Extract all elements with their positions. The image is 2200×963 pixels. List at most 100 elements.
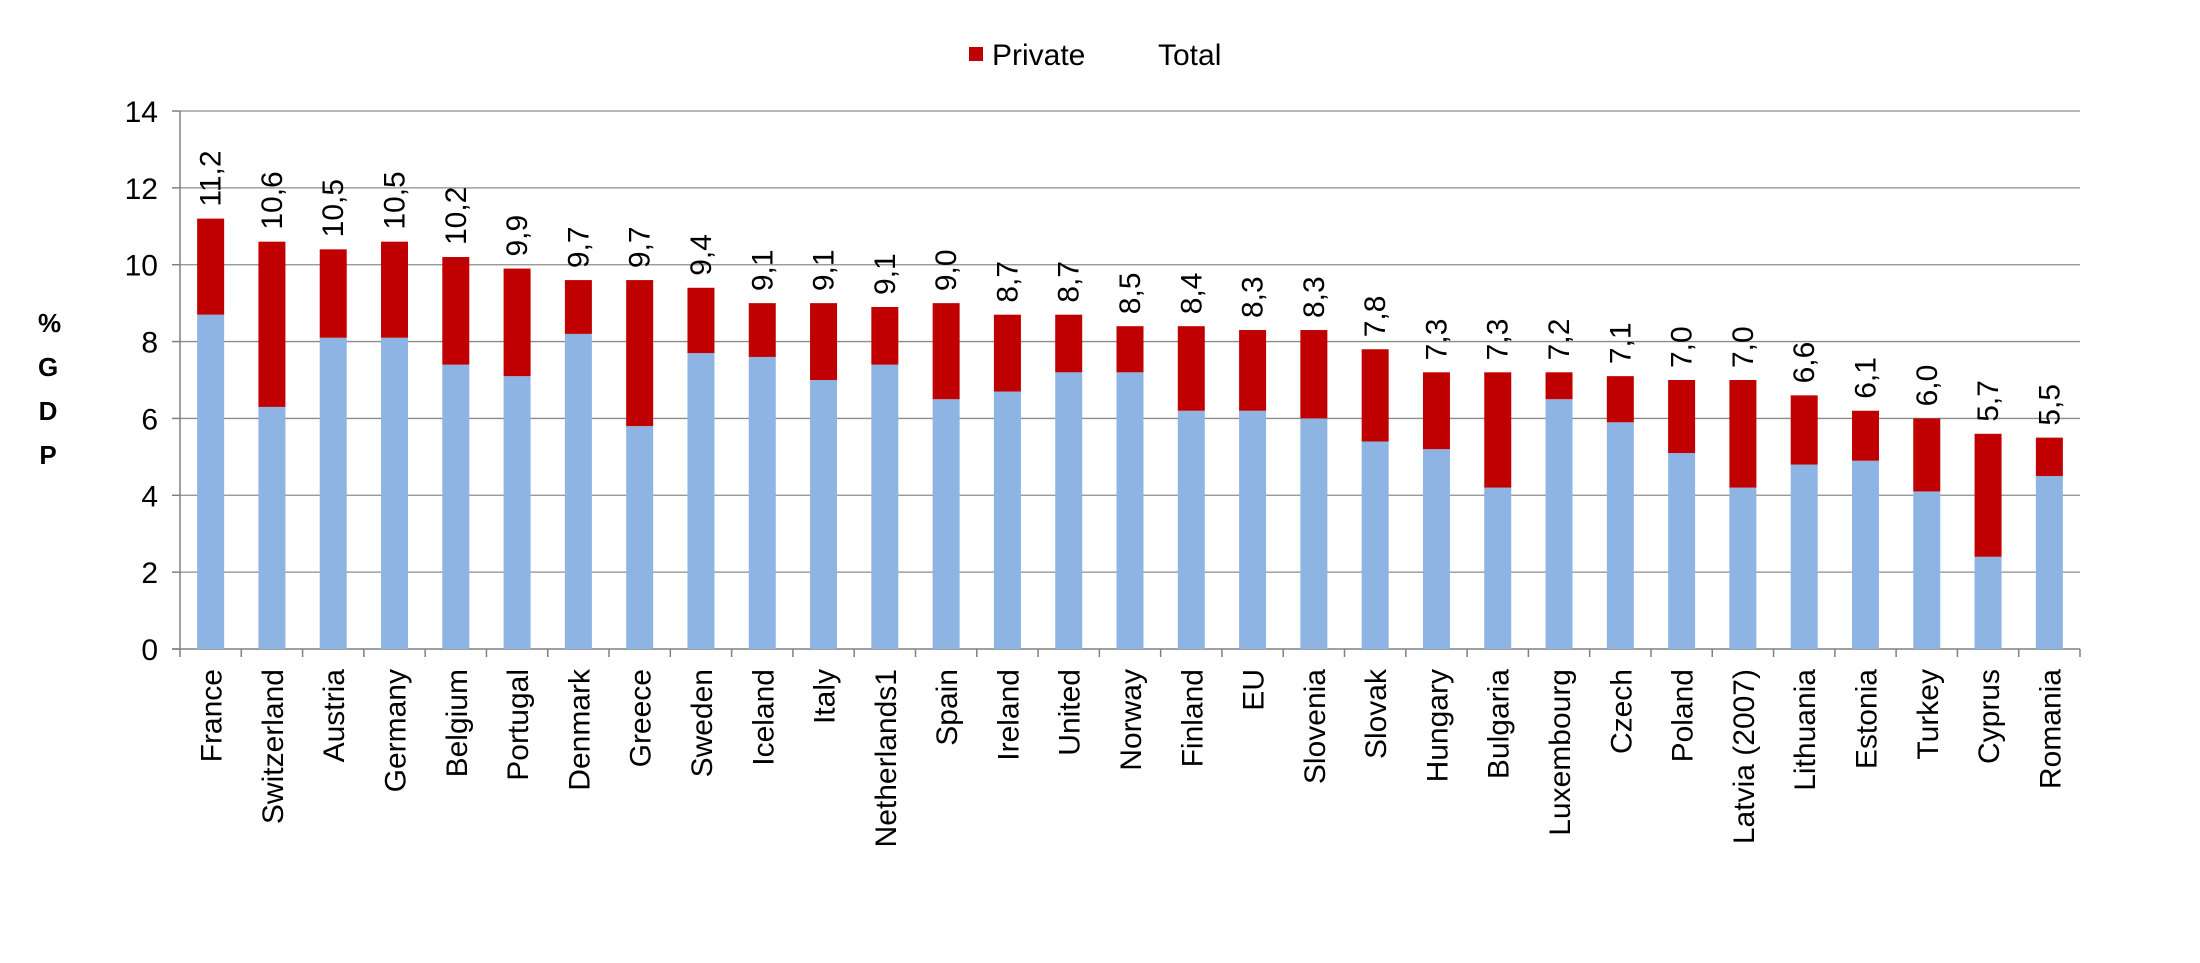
bar-segment-private [381, 241, 409, 338]
data-label-total: 6,0 [1911, 365, 1944, 407]
x-category-label: Austria [318, 669, 351, 763]
bar-segment-private [1668, 380, 1696, 454]
bar-segment-private [626, 280, 654, 427]
legend: Private Total [969, 39, 1221, 72]
bar-segment-public [1606, 422, 1634, 649]
bar-segment-private [1545, 372, 1573, 400]
data-label-total: 9,7 [562, 226, 595, 268]
bar-segment-private [1300, 330, 1328, 419]
legend-label-private: Private [992, 39, 1085, 72]
bar-segment-private [1055, 314, 1083, 373]
legend-label-total: Total [1158, 39, 1221, 72]
x-category-label: Norway [1115, 669, 1148, 771]
bar-segment-private [319, 249, 347, 338]
bar-segment-public [1974, 556, 2002, 649]
data-label-total: 11,2 [195, 150, 228, 206]
bar-segment-public [564, 333, 592, 649]
data-label-total: 10,5 [379, 171, 412, 229]
x-category-label: Switzerland [257, 669, 290, 824]
x-category-label: Greece [625, 669, 658, 767]
bar-segment-private [1177, 326, 1205, 411]
bar-segment-private [442, 257, 470, 365]
bar-segment-public [1545, 399, 1573, 649]
bar-segment-private [871, 306, 899, 365]
bar-segment-public [1851, 460, 1879, 649]
x-category-label: EU [1238, 669, 1271, 711]
data-label-total: 10,6 [256, 171, 289, 229]
x-category-label: Czech [1605, 669, 1638, 754]
bar-segment-private [810, 303, 838, 380]
x-category-label: France [196, 669, 229, 762]
bar-segment-private [1484, 372, 1512, 488]
bar-segment-public [871, 364, 899, 649]
data-label-total: 7,3 [1482, 319, 1515, 361]
data-label-total: 5,7 [1972, 380, 2005, 422]
data-label-total: 6,6 [1788, 342, 1821, 384]
bar-segment-public [993, 391, 1021, 649]
bar-segment-private [932, 303, 960, 400]
x-category-label: Sweden [686, 669, 719, 777]
bar-segment-public [1177, 410, 1205, 649]
bar-segment-private [197, 218, 225, 315]
x-category-label: Lithuania [1789, 669, 1822, 791]
x-category-label: Slovenia [1299, 669, 1332, 784]
bar-segment-public [258, 406, 286, 649]
x-category-label: Netherlands1 [870, 669, 903, 847]
bar-segment-private [564, 280, 592, 334]
bar-segment-public [1300, 418, 1328, 649]
y-tick-label: 4 [141, 480, 158, 513]
bar-segment-public [381, 337, 409, 649]
x-category-label: Cyprus [1973, 669, 2006, 764]
bar-segment-public [2035, 476, 2063, 649]
y-tick-label: 0 [141, 634, 158, 667]
data-label-total: 6,1 [1849, 357, 1882, 399]
y-tick-label: 2 [141, 557, 158, 590]
x-category-label: Turkey [1912, 669, 1945, 760]
data-label-total: 7,3 [1420, 319, 1453, 361]
y-tick-label: 8 [141, 327, 158, 360]
x-category-label: Denmark [563, 668, 596, 791]
bar-segment-public [1668, 453, 1696, 649]
data-label-total: 8,7 [991, 261, 1024, 303]
bar-segment-public [197, 314, 225, 649]
legend-swatch-private [969, 47, 983, 61]
x-category-label: Ireland [992, 669, 1025, 761]
x-category-label: Italy [809, 669, 842, 724]
data-label-total: 7,0 [1727, 326, 1760, 368]
bar-segment-public [687, 353, 715, 649]
y-tick-label: 12 [125, 173, 158, 206]
x-category-label: Poland [1667, 669, 1700, 762]
bar-segment-public [810, 380, 838, 649]
data-label-total: 7,0 [1666, 326, 1699, 368]
x-category-label: Bulgaria [1483, 669, 1516, 779]
bar-segment-public [1239, 410, 1267, 649]
bar-segment-public [1055, 372, 1083, 649]
bar-segment-private [1239, 330, 1267, 411]
y-axis-title-letter: % [38, 308, 62, 338]
x-category-label: Romania [2034, 669, 2067, 789]
bar-segment-private [1974, 433, 2002, 557]
bar-segment-public [1361, 441, 1389, 649]
bar-segment-private [687, 287, 715, 354]
y-tick-label: 10 [125, 250, 158, 283]
bar-segment-public [442, 364, 470, 649]
y-axis-title-letter: P [39, 440, 57, 470]
bar-segment-private [1422, 372, 1450, 450]
data-label-total: 7,2 [1543, 319, 1576, 361]
data-label-total: 9,9 [501, 215, 534, 257]
x-category-label: Belgium [441, 669, 474, 777]
y-tick-label: 14 [125, 96, 158, 129]
data-label-total: 9,0 [930, 249, 963, 291]
x-category-label: Germany [380, 669, 413, 792]
data-label-total: 8,3 [1298, 276, 1331, 318]
bar-segment-private [2035, 437, 2063, 477]
x-category-label: Luxembourg [1544, 669, 1577, 836]
bar-segment-public [748, 356, 776, 649]
bar-segment-private [993, 314, 1021, 392]
x-category-label: Spain [931, 669, 964, 746]
y-tick-label: 6 [141, 403, 158, 436]
bar-segment-private [1606, 376, 1634, 423]
x-category-label: Slovak [1360, 668, 1393, 759]
bar-segment-public [1913, 491, 1941, 649]
